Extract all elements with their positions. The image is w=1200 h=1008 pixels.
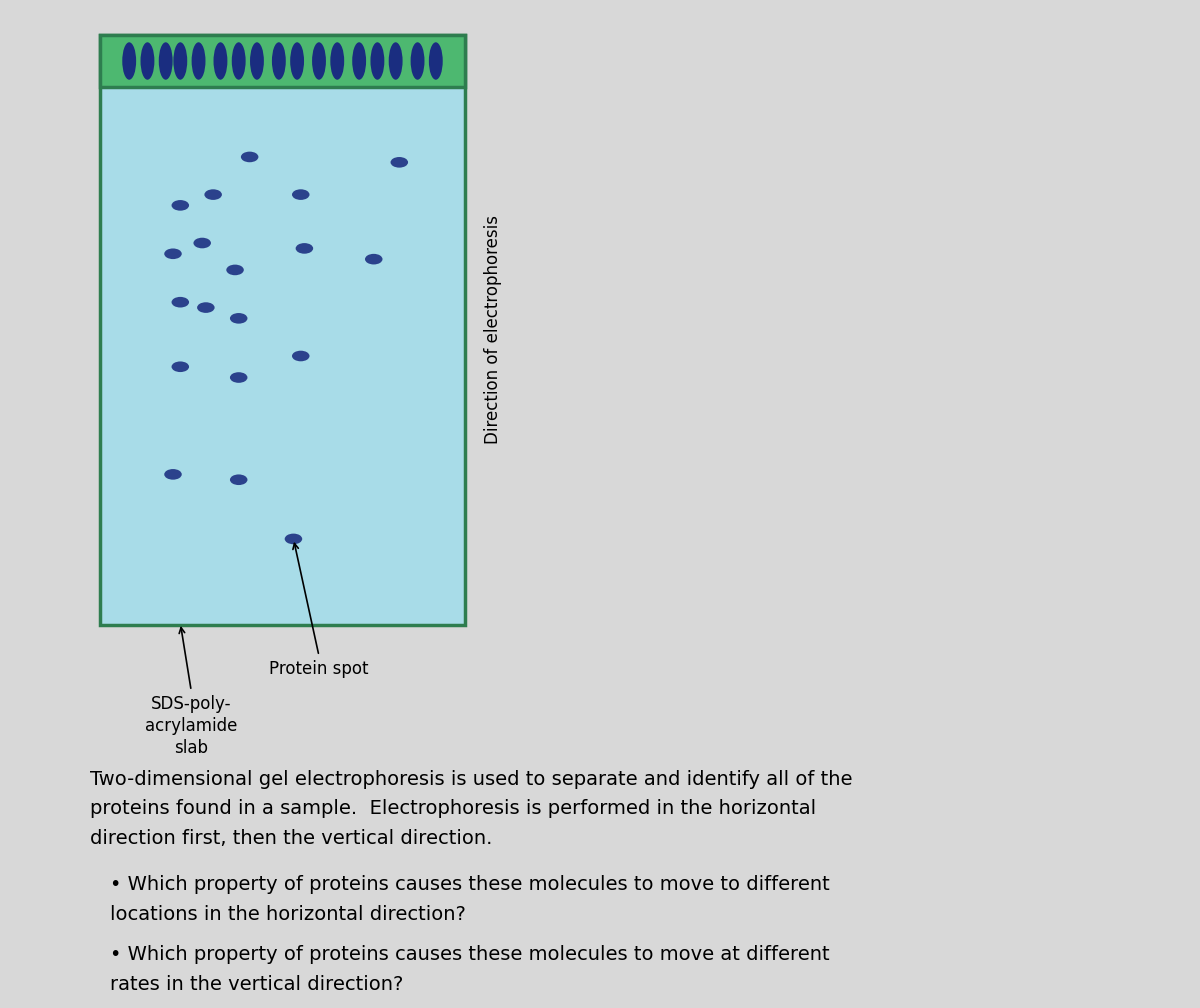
Ellipse shape xyxy=(290,42,304,80)
Text: • Which property of proteins causes these molecules to move to different
locatio: • Which property of proteins causes thes… xyxy=(110,875,829,923)
Ellipse shape xyxy=(389,42,402,80)
Ellipse shape xyxy=(230,475,247,485)
Ellipse shape xyxy=(173,42,187,80)
Text: Direction of electrophoresis: Direction of electrophoresis xyxy=(484,216,502,445)
Ellipse shape xyxy=(172,297,190,307)
Ellipse shape xyxy=(292,351,310,361)
Ellipse shape xyxy=(172,362,190,372)
Ellipse shape xyxy=(164,248,181,259)
Ellipse shape xyxy=(295,243,313,254)
Ellipse shape xyxy=(140,42,155,80)
Ellipse shape xyxy=(197,302,215,312)
Ellipse shape xyxy=(214,42,227,80)
Ellipse shape xyxy=(428,42,443,80)
Bar xyxy=(100,35,466,87)
Ellipse shape xyxy=(158,42,173,80)
Ellipse shape xyxy=(365,254,383,264)
Text: • Which property of proteins causes these molecules to move at different
rates i: • Which property of proteins causes thes… xyxy=(110,946,829,994)
Ellipse shape xyxy=(227,265,244,275)
Ellipse shape xyxy=(232,42,246,80)
Text: Two-dimensional gel electrophoresis is used to separate and identify all of the
: Two-dimensional gel electrophoresis is u… xyxy=(90,770,852,848)
Ellipse shape xyxy=(192,42,205,80)
Ellipse shape xyxy=(330,42,344,80)
Ellipse shape xyxy=(353,42,366,80)
Ellipse shape xyxy=(410,42,425,80)
Ellipse shape xyxy=(292,190,310,200)
Ellipse shape xyxy=(164,469,181,480)
Text: Protein spot: Protein spot xyxy=(269,660,368,678)
Ellipse shape xyxy=(122,42,136,80)
Ellipse shape xyxy=(312,42,326,80)
Ellipse shape xyxy=(390,157,408,167)
Text: SDS-poly-
acrylamide
slab: SDS-poly- acrylamide slab xyxy=(145,695,238,757)
Ellipse shape xyxy=(193,238,211,248)
Ellipse shape xyxy=(250,42,264,80)
Ellipse shape xyxy=(371,42,384,80)
Ellipse shape xyxy=(284,533,302,544)
Ellipse shape xyxy=(204,190,222,200)
Ellipse shape xyxy=(272,42,286,80)
Ellipse shape xyxy=(230,313,247,324)
Ellipse shape xyxy=(241,151,258,162)
Ellipse shape xyxy=(230,372,247,383)
Ellipse shape xyxy=(172,200,190,211)
Bar xyxy=(100,35,466,625)
